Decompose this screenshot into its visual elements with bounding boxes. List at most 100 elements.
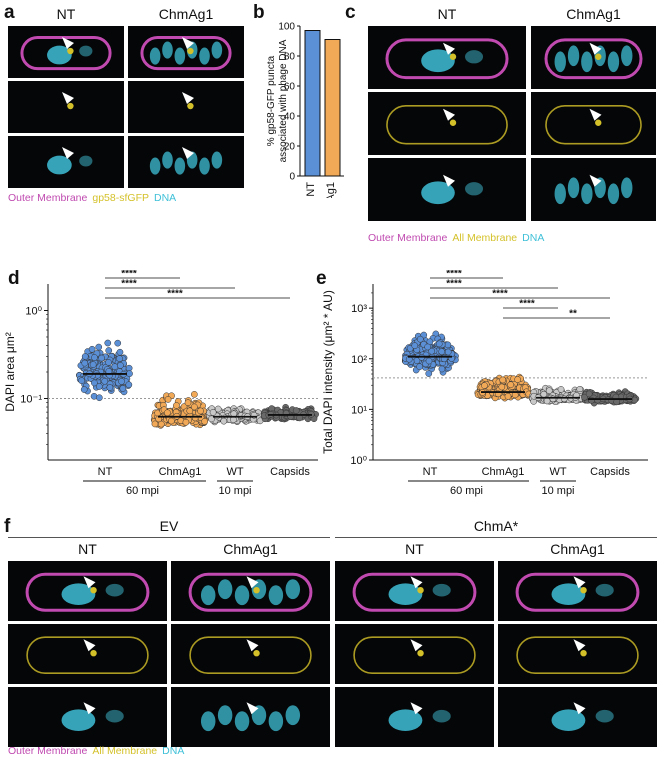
micrograph-a-nt-merge: [8, 26, 124, 78]
data-point: [585, 390, 593, 398]
xtick-label-wt: WT: [549, 466, 566, 478]
micrograph-f-ev-nt-dna: [8, 687, 167, 747]
gfp-punctum: [67, 47, 74, 55]
panel-f-header-ev-nt: NT: [78, 541, 97, 557]
data-point: [543, 397, 551, 405]
dna-blob: [47, 155, 72, 175]
data-point: [101, 377, 109, 385]
panel-c-legend: Outer Membrane All Membrane DNA: [368, 232, 544, 244]
data-point: [125, 381, 133, 389]
dna-blob: [388, 709, 423, 731]
panel-label-b: b: [253, 2, 265, 23]
sig-label: ****: [121, 270, 137, 280]
data-point: [560, 395, 568, 403]
chart-b: 0 20 40 60 80 100 NT ChmAg1 % gp58-GFP punctaass…: [266, 22, 344, 198]
points-nt: [76, 339, 133, 402]
dna-blob: [211, 151, 223, 169]
data-point: [117, 362, 124, 369]
data-point: [95, 343, 103, 351]
points-wt: [206, 405, 265, 426]
legend-outer-membrane: Outer Membrane: [368, 232, 448, 244]
group-label-10mpi: 10 mpi: [541, 485, 574, 497]
arrowhead-icon: [62, 37, 74, 50]
xtick-label-nt: NT: [423, 466, 438, 478]
dna-blob: [174, 157, 186, 175]
dna-blob: [621, 177, 633, 199]
cell-outline: [386, 105, 508, 145]
micrograph-f-ev-chm-membrane: [171, 624, 330, 684]
xtick-label-chmag1: ChmAg1: [159, 466, 202, 478]
data-point: [190, 391, 198, 398]
data-point: [444, 341, 452, 349]
data-point: [481, 382, 488, 389]
data-point: [197, 407, 204, 415]
data-point: [191, 403, 198, 411]
data-point: [164, 409, 171, 417]
arrowhead-icon: [410, 702, 423, 715]
cell-outline: [516, 636, 639, 674]
points-nt: [401, 330, 459, 377]
arrowhead-icon: [62, 147, 74, 160]
panel-label-a: a: [4, 2, 15, 23]
xtick-label-wt: WT: [226, 466, 243, 478]
panel-f-chma-line: [335, 537, 657, 538]
data-point: [89, 361, 97, 368]
arrowhead-icon: [443, 174, 455, 187]
dna-blob: [61, 709, 96, 731]
cell-outline: [25, 572, 150, 612]
gfp-punctum: [253, 587, 260, 594]
arrowhead-icon: [182, 37, 194, 50]
micrograph-c-chm-dna: [531, 158, 656, 221]
dna-blob: [79, 45, 93, 57]
arrowhead-icon: [246, 639, 259, 652]
data-point: [499, 376, 507, 384]
panel-f-ev-line: [8, 537, 330, 538]
arrowhead-icon: [182, 92, 194, 105]
arrowhead-icon: [589, 42, 602, 55]
data-point: [98, 354, 105, 362]
gfp-punctum: [417, 587, 424, 594]
gfp-punctum: [90, 650, 97, 657]
dna-blob: [211, 41, 223, 59]
panel-f-group-ev: EV: [159, 518, 179, 534]
cell-outline: [545, 105, 642, 145]
data-point: [411, 342, 419, 350]
panel-f-header-ev-chmag1: ChmAg1: [223, 541, 278, 557]
dna-blob: [551, 709, 586, 731]
cell-outline: [515, 572, 640, 612]
legend-dna: DNA: [162, 745, 185, 757]
data-point: [126, 370, 133, 378]
data-point: [80, 386, 88, 393]
bar-nt: [304, 30, 321, 177]
arrowhead-icon: [589, 108, 602, 121]
data-point: [438, 365, 446, 373]
data-point: [164, 396, 172, 403]
data-point: [504, 393, 512, 400]
data-point: [91, 379, 98, 387]
micrograph-a-nt-dna: [8, 136, 124, 188]
b-ytick-label: 100: [278, 22, 295, 33]
data-point: [507, 381, 514, 389]
micrograph-f-chma-chm-dna: [498, 687, 657, 747]
ytick-label: 10⁻¹: [20, 393, 42, 405]
sig-label: ****: [121, 279, 137, 290]
points-capsids: [260, 403, 319, 423]
data-point: [201, 418, 209, 425]
data-point: [81, 359, 89, 367]
group-label-60mpi: 60 mpi: [450, 485, 483, 497]
ylabel: DAPI area μm²: [3, 332, 17, 412]
data-point: [114, 339, 122, 347]
data-point: [438, 348, 446, 356]
panel-label-d: d: [8, 268, 20, 289]
micrograph-f-chma-nt-dna: [335, 687, 494, 747]
gfp-punctum: [187, 47, 194, 55]
b-ytick-label: 40: [284, 112, 296, 123]
dna-blob: [554, 51, 566, 73]
data-point: [184, 399, 192, 407]
data-point: [95, 394, 103, 402]
b-ylabel: % gp58-GFP punctaassociated with phage D…: [266, 39, 289, 162]
gfp-punctum: [580, 650, 587, 657]
data-point: [78, 377, 85, 385]
dna-blob: [217, 579, 233, 600]
dna-blob: [595, 709, 614, 723]
